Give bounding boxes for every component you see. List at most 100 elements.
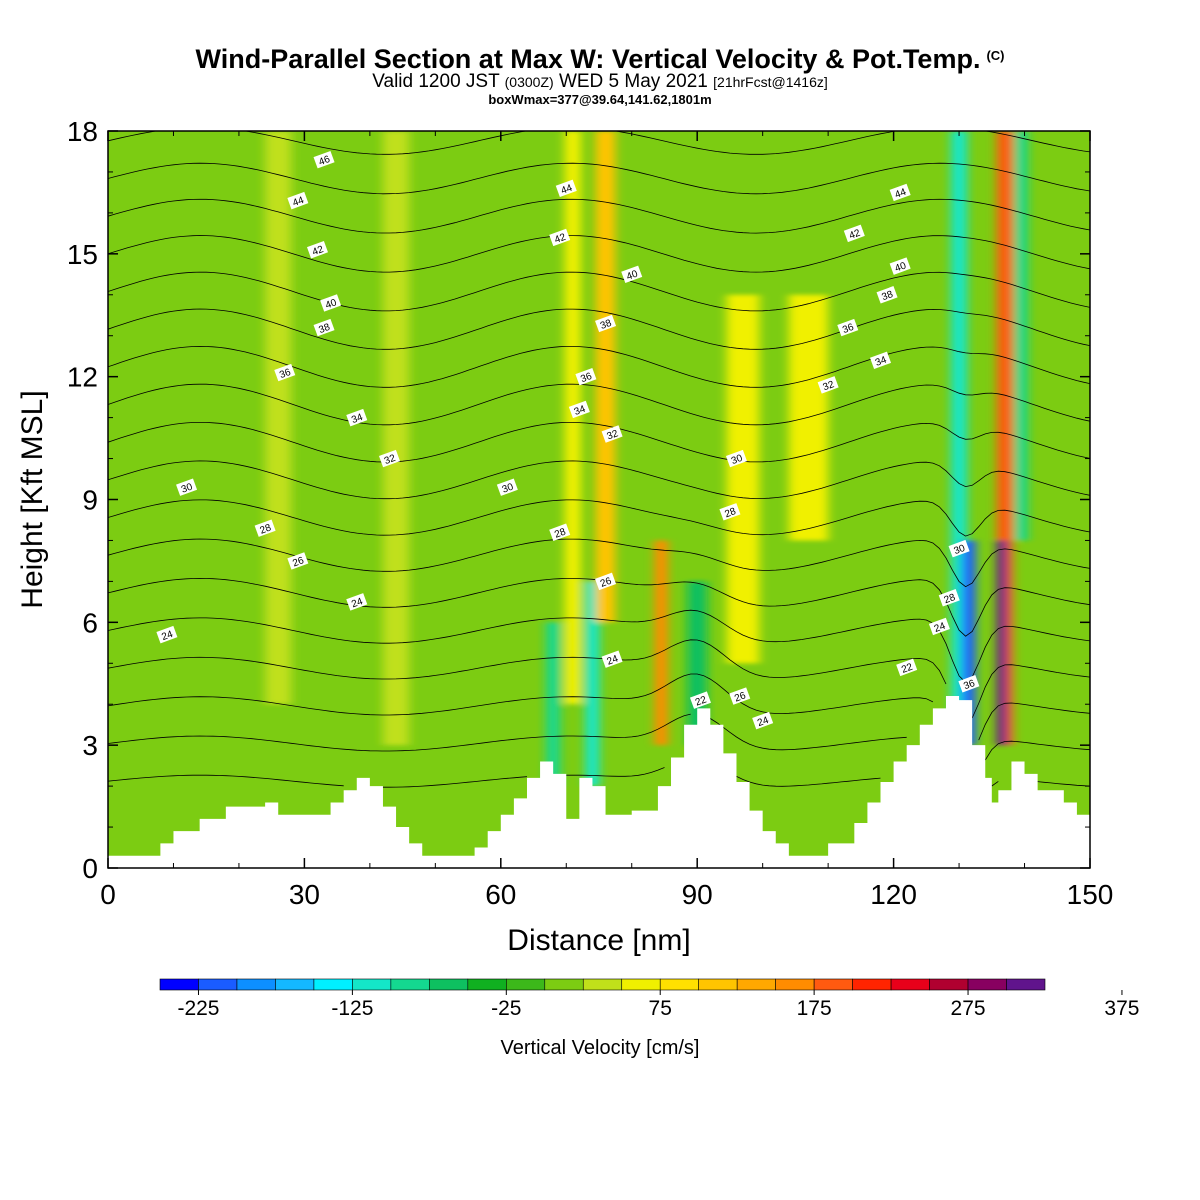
theta-contour-24 xyxy=(108,673,1090,741)
y-tick-label: 3 xyxy=(82,730,98,761)
svg-text:24: 24 xyxy=(350,596,365,610)
colorbar-swatch xyxy=(506,978,546,991)
theta-contour-31 xyxy=(108,422,1090,463)
contour-label-7: 32 xyxy=(378,449,401,468)
w-feature-0 xyxy=(265,131,292,705)
svg-text:26: 26 xyxy=(733,690,748,704)
contour-label-1: 44 xyxy=(287,191,309,210)
contour-label-11: 24 xyxy=(346,593,368,611)
svg-text:32: 32 xyxy=(383,453,398,467)
colorbar-swatch xyxy=(236,978,276,991)
colorbar-swatch xyxy=(429,978,469,991)
svg-text:34: 34 xyxy=(874,354,889,368)
colorbar-swatch xyxy=(890,978,930,991)
w-feature-13 xyxy=(996,540,1007,746)
svg-text:24: 24 xyxy=(605,653,620,667)
contour-label-30: 34 xyxy=(869,351,892,370)
w-feature-11 xyxy=(962,540,976,746)
contour-label-39: 30 xyxy=(948,539,970,558)
w-feature-5 xyxy=(595,131,616,623)
contour-label-3: 40 xyxy=(320,294,342,312)
theta-contour-28 xyxy=(108,538,1090,588)
svg-text:36: 36 xyxy=(579,371,594,385)
y-tick-label: 18 xyxy=(67,116,98,147)
svg-text:40: 40 xyxy=(324,297,339,311)
contour-label-34: 42 xyxy=(843,224,865,243)
svg-text:32: 32 xyxy=(822,379,837,393)
x-axis-label: Distance [nm] xyxy=(507,924,690,957)
valid-utc: (0300Z) xyxy=(504,74,554,90)
contour-label-6: 34 xyxy=(346,408,368,427)
colorbar-tick-label: -25 xyxy=(491,997,521,1020)
x-tick-label: 60 xyxy=(485,879,516,910)
svg-text:38: 38 xyxy=(317,322,332,336)
contour-label-13: 44 xyxy=(555,179,577,198)
svg-text:28: 28 xyxy=(259,522,274,536)
svg-text:22: 22 xyxy=(694,694,709,708)
w-feature-14 xyxy=(1014,131,1028,541)
contour-label-40: 36 xyxy=(958,675,980,693)
theta-contour-42 xyxy=(108,20,1090,36)
contour-label-15: 40 xyxy=(621,265,643,284)
svg-text:40: 40 xyxy=(894,260,909,274)
valid-time: Valid 1200 JST xyxy=(372,71,500,92)
contour-label-2: 42 xyxy=(306,241,329,259)
colorbar-swatch xyxy=(852,978,892,991)
colorbar-tick-label: 275 xyxy=(951,997,986,1020)
w-feature-4 xyxy=(585,581,600,787)
colorbar-swatch xyxy=(198,978,238,991)
contour-label-4: 38 xyxy=(313,318,335,337)
y-tick-label: 9 xyxy=(82,485,98,516)
valid-day: WED 5 May 2021 xyxy=(558,71,708,92)
contour-label-26: 24 xyxy=(752,711,774,730)
contour-label-18: 34 xyxy=(568,400,590,419)
contour-label-31: 36 xyxy=(837,318,859,337)
colorbar-label: Vertical Velocity [cm/s] xyxy=(500,1037,700,1059)
colorbar-swatch xyxy=(813,978,853,991)
svg-text:24: 24 xyxy=(756,715,771,729)
colorbar-swatch xyxy=(352,978,392,991)
x-tick-label: 150 xyxy=(1067,879,1114,910)
colorbar-tick-label: -225 xyxy=(177,997,219,1020)
contour-label-9: 28 xyxy=(254,519,276,537)
svg-text:40: 40 xyxy=(625,268,640,282)
theta-contour-26 xyxy=(108,609,1090,683)
contour-label-14: 42 xyxy=(549,228,571,247)
theta-contour-38 xyxy=(108,162,1090,195)
svg-text:28: 28 xyxy=(723,506,738,520)
w-feature-6 xyxy=(654,540,668,746)
y-tick-label: 15 xyxy=(67,239,98,270)
contour-label-20: 30 xyxy=(496,478,518,496)
svg-text:42: 42 xyxy=(553,232,568,246)
contour-label-22: 26 xyxy=(595,572,617,591)
svg-text:30: 30 xyxy=(952,543,967,557)
colorbar-swatch xyxy=(275,978,315,991)
colorbar-swatch xyxy=(159,978,199,991)
svg-text:42: 42 xyxy=(848,228,863,242)
y-tick-label: 6 xyxy=(82,607,98,638)
colorbar-tick-label: -125 xyxy=(331,997,373,1020)
contour-label-17: 36 xyxy=(575,367,597,386)
contour-label-38: 28 xyxy=(938,589,960,607)
contour-label-16: 38 xyxy=(595,314,617,333)
svg-text:28: 28 xyxy=(943,592,958,606)
theta-contour-41 xyxy=(108,56,1090,76)
contour-label-28: 30 xyxy=(725,449,747,468)
colorbar-swatch xyxy=(967,978,1007,991)
svg-text:30: 30 xyxy=(730,453,745,467)
contour-label-25: 26 xyxy=(729,687,751,705)
theta-contour-36 xyxy=(108,235,1090,273)
svg-text:30: 30 xyxy=(180,481,195,495)
contour-label-32: 38 xyxy=(876,286,898,304)
forecast-info: [21hrFcst@1416z] xyxy=(713,74,828,90)
w-feature-1 xyxy=(382,131,410,746)
colorbar-swatch xyxy=(659,978,699,991)
contour-label-36: 22 xyxy=(896,658,918,677)
svg-text:28: 28 xyxy=(553,526,568,540)
x-tick-label: 30 xyxy=(289,879,320,910)
contour-label-5: 36 xyxy=(274,363,296,382)
svg-text:36: 36 xyxy=(962,678,977,692)
plot-area: 46 44 42 40 38 36 34 32 30 28 26 24 24 44 42 40 38 36 34 32… xyxy=(108,20,1090,868)
svg-text:46: 46 xyxy=(317,154,332,168)
svg-text:36: 36 xyxy=(841,322,856,336)
